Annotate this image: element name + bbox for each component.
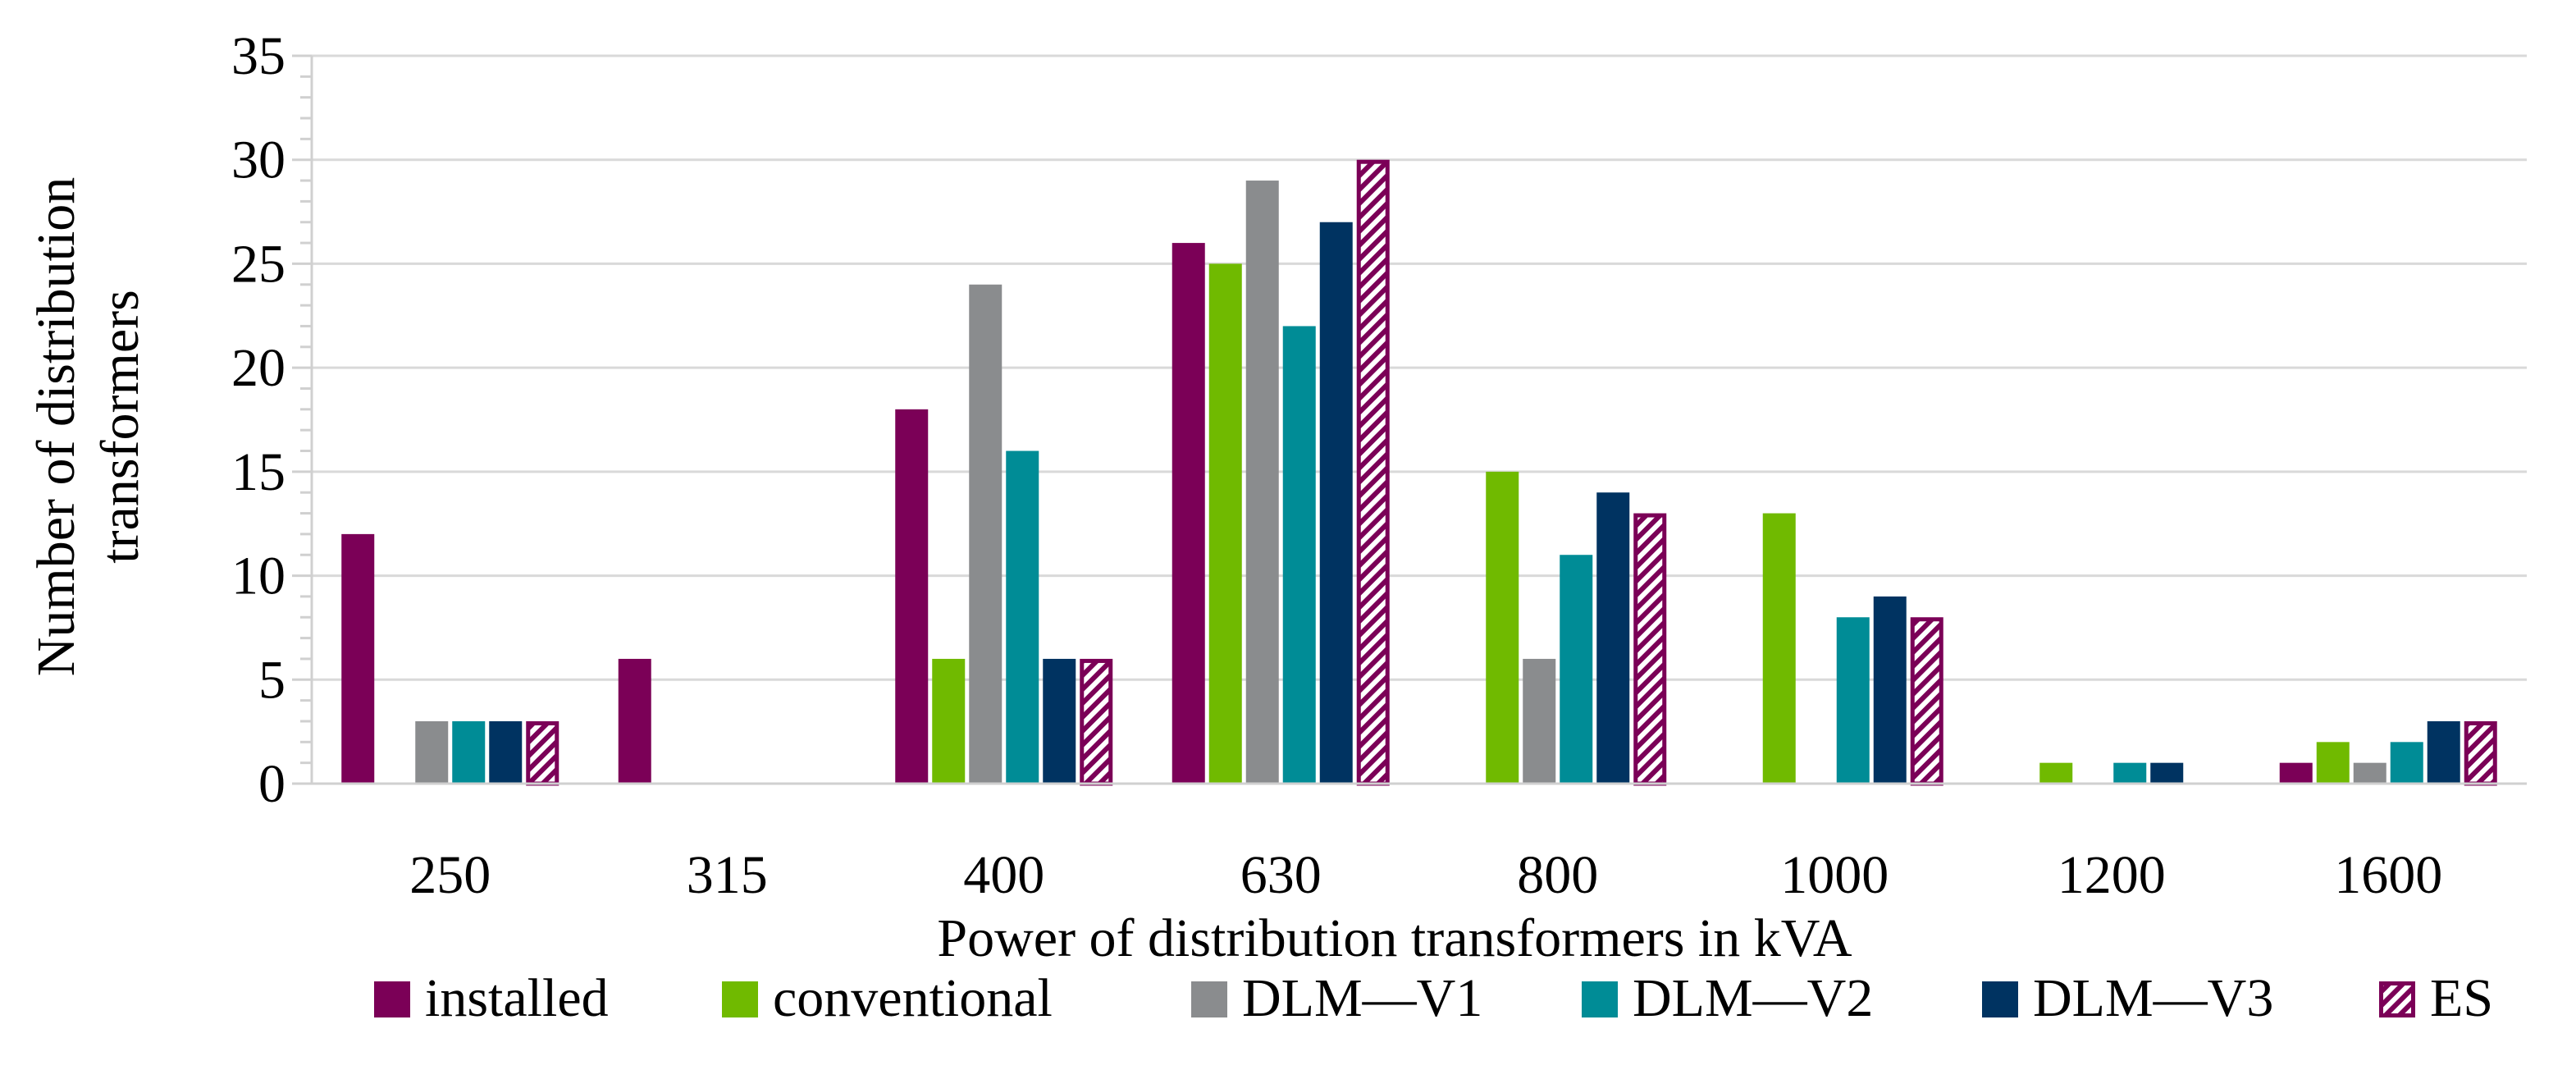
legend-label: conventional: [773, 968, 1053, 1028]
bar-dlm-v3-1600: [2427, 720, 2460, 784]
gridlines: [312, 54, 2527, 681]
bar-es-250: [526, 720, 560, 786]
bar-conventional-1000: [1762, 513, 1796, 784]
bar-installed-1600: [2279, 762, 2313, 784]
legend-swatch: [1191, 981, 1227, 1017]
bar-dlm-v2-630: [1282, 326, 1316, 784]
bar-dlm-v3-400: [1043, 658, 1076, 784]
x-tick-label: 250: [409, 845, 491, 905]
bar-dlm-v2-800: [1560, 555, 1593, 784]
bar-dlm-v3-1000: [1873, 596, 1907, 784]
bar-dlm-v1-800: [1523, 658, 1556, 784]
x-tick-label: 1600: [2334, 845, 2442, 905]
y-axis-title-line-1: Number of distribution: [26, 177, 86, 677]
y-tick-label: 0: [258, 754, 285, 814]
legend-label: DLM—V1: [1242, 968, 1482, 1028]
legend-label: DLM—V3: [2033, 968, 2273, 1028]
x-tick-label: 630: [1240, 845, 1322, 905]
bar-conventional-400: [932, 658, 966, 784]
bar-es-400: [1080, 658, 1113, 786]
y-tick-label: 35: [231, 26, 285, 86]
bar-es-800: [1633, 513, 1667, 786]
bar-installed-400: [895, 409, 929, 784]
bar-installed-315: [618, 658, 651, 784]
y-tick-label: 10: [231, 546, 285, 606]
y-axis-title-line-2: transformers: [90, 290, 150, 564]
bar-es-1600: [2464, 720, 2497, 786]
legend-swatch: [374, 981, 410, 1017]
bars: [341, 159, 2497, 786]
legend-label: ES: [2430, 968, 2493, 1028]
bar-dlm-v1-1600: [2353, 762, 2386, 784]
bar-dlm-v2-1600: [2390, 742, 2423, 784]
legend: installed conventional DLM—V1 DLM—V2 DLM—V3 E…: [374, 968, 2493, 1028]
y-tick-label: 20: [231, 338, 285, 398]
bar-dlm-v2-400: [1006, 450, 1039, 784]
x-tick-label: 315: [687, 845, 768, 905]
bar-conventional-1600: [2316, 742, 2350, 784]
x-axis-title: Power of distribution transformers in kV…: [937, 908, 1852, 968]
x-tick-label: 400: [963, 845, 1044, 905]
legend-label: DLM—V2: [1633, 968, 1873, 1028]
bar-dlm-v2-1000: [1836, 617, 1870, 784]
y-tick-label: 5: [258, 650, 285, 710]
bar-dlm-v1-630: [1245, 181, 1279, 784]
bar-dlm-v3-630: [1319, 222, 1353, 784]
y-tick-label: 30: [231, 130, 285, 190]
y-tick-label: 15: [231, 442, 285, 502]
bar-installed-250: [341, 533, 375, 784]
legend-swatch: [1582, 981, 1618, 1017]
bar-dlm-v1-400: [969, 284, 1003, 784]
bar-dlm-v3-1200: [2150, 762, 2184, 784]
x-tick-label: 800: [1517, 845, 1598, 905]
axes: 0 5 10 15 20 25 30 35 250 315 400 630 800 1000 1200 160…: [231, 26, 2527, 905]
bar-dlm-v1-250: [415, 720, 449, 784]
bar-dlm-v2-1200: [2113, 762, 2147, 784]
legend-swatch: [2379, 981, 2415, 1017]
legend-swatch: [1982, 981, 2018, 1017]
legend-swatch: [722, 981, 758, 1017]
bar-conventional-800: [1486, 471, 1519, 784]
bar-dlm-v3-250: [489, 720, 523, 784]
bar-conventional-630: [1208, 263, 1242, 784]
x-tick-label: 1200: [2058, 845, 2166, 905]
y-tick-label: 25: [231, 234, 285, 294]
bar-installed-630: [1172, 243, 1205, 784]
bar-es-630: [1356, 159, 1390, 786]
bar-dlm-v2-250: [452, 720, 486, 784]
bar-dlm-v3-800: [1596, 492, 1630, 784]
bar-conventional-1200: [2039, 762, 2073, 784]
x-tick-label: 1000: [1780, 845, 1889, 905]
bar-es-1000: [1910, 617, 1943, 786]
legend-label: installed: [425, 968, 609, 1028]
